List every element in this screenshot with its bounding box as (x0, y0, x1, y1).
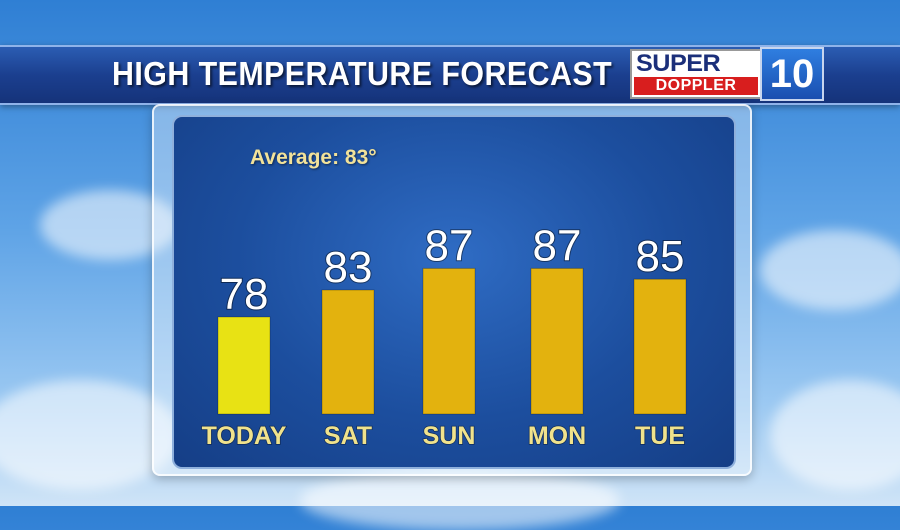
cloud (770, 380, 900, 490)
bar-sun (422, 267, 476, 415)
logo-badge-number: 10 (769, 52, 815, 96)
category-label-sat: SAT (324, 422, 372, 450)
bar-mon (530, 267, 584, 415)
category-label-today: TODAY (202, 422, 287, 450)
logo-wordmark: SUPER DOPPLER (630, 49, 764, 99)
logo-line2: DOPPLER (634, 77, 758, 95)
bar-tue (633, 278, 687, 415)
average-label: Average: 83° (250, 146, 377, 169)
value-label-today: 78 (220, 270, 269, 319)
category-label-sun: SUN (423, 422, 476, 450)
logo-badge: 10 (760, 47, 824, 101)
bar-chart: 78 TODAY 83 SAT 87 SUN 87 MON 85 TUE (201, 220, 687, 451)
bar-sat (321, 289, 375, 415)
value-label-tue: 85 (636, 232, 685, 281)
page-title: HIGH TEMPERATURE FORECAST (112, 55, 613, 92)
station-logo: SUPER DOPPLER 10 (630, 47, 824, 101)
cloud (760, 230, 900, 310)
value-label-sun: 87 (425, 221, 474, 270)
value-label-sat: 83 (324, 243, 373, 292)
cloud (0, 380, 180, 490)
category-label-mon: MON (528, 422, 586, 450)
value-label-mon: 87 (533, 221, 582, 270)
cloud (40, 190, 180, 260)
logo-line1: SUPER (636, 50, 721, 77)
bar-today (217, 316, 271, 415)
category-label-tue: TUE (635, 422, 685, 450)
